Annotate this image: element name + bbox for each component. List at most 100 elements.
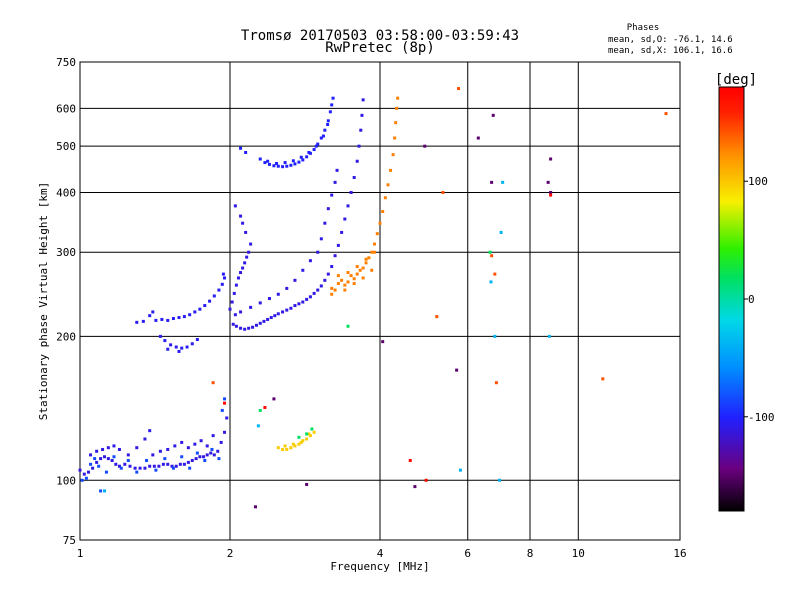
data-point	[346, 280, 350, 284]
data-point	[163, 457, 167, 461]
data-point	[494, 381, 498, 385]
data-point	[258, 408, 262, 412]
data-point	[152, 464, 156, 468]
data-point	[276, 292, 280, 296]
data-point	[307, 432, 311, 436]
data-point	[383, 196, 387, 200]
data-point	[135, 470, 139, 474]
data-point	[230, 300, 234, 304]
data-point	[267, 297, 271, 301]
data-point	[601, 377, 605, 381]
data-point	[326, 119, 330, 123]
data-point	[389, 168, 393, 172]
colorbar	[718, 86, 745, 512]
x-tick-label: 1	[77, 547, 84, 560]
y-tick-label: 750	[56, 56, 76, 69]
data-point	[190, 342, 194, 346]
colorbar-tick-label: -100	[748, 411, 775, 424]
chart-title: Tromsø 20170503 03:58:00-03:59:43	[241, 28, 519, 44]
data-point	[84, 476, 88, 480]
data-point	[225, 416, 229, 420]
data-point	[305, 432, 309, 436]
data-point	[355, 272, 359, 276]
data-point	[305, 437, 309, 441]
data-point	[336, 282, 340, 286]
data-point	[143, 437, 147, 441]
data-point	[316, 250, 320, 254]
data-point	[349, 274, 353, 278]
data-point	[301, 158, 305, 162]
data-point	[203, 458, 207, 462]
data-point	[352, 277, 356, 281]
data-point	[547, 334, 551, 338]
data-point	[359, 128, 363, 132]
data-point	[349, 190, 353, 194]
data-point	[289, 163, 293, 167]
data-point	[95, 449, 99, 453]
data-point	[251, 325, 255, 329]
data-point	[89, 462, 93, 466]
data-point	[217, 288, 221, 292]
data-point	[241, 266, 245, 270]
data-point	[489, 280, 493, 284]
data-point	[263, 161, 267, 165]
data-point	[205, 453, 209, 457]
data-point	[355, 159, 359, 163]
data-point	[254, 323, 258, 327]
data-point	[441, 190, 445, 194]
data-point	[99, 489, 103, 493]
data-point	[101, 447, 105, 451]
data-point	[106, 446, 110, 450]
stats-line-x: mean, sd,X: 106.1, 16.6	[608, 46, 733, 56]
data-point	[281, 165, 285, 169]
data-point	[188, 313, 192, 317]
data-point	[285, 308, 289, 312]
data-point	[126, 453, 130, 457]
data-point	[490, 180, 494, 184]
data-point	[151, 310, 155, 314]
data-point	[424, 478, 428, 482]
y-tick-labels: 75 100 200 300 400 500 600 750	[56, 56, 76, 547]
data-point	[198, 307, 202, 311]
data-point	[243, 327, 247, 331]
data-point	[491, 113, 495, 117]
data-point	[343, 217, 347, 221]
data-point	[499, 230, 503, 234]
data-point	[330, 292, 334, 296]
data-point	[126, 458, 130, 462]
data-point	[205, 444, 209, 448]
data-point	[234, 324, 238, 328]
data-point	[233, 313, 237, 317]
data-point	[212, 453, 216, 457]
data-point	[161, 462, 165, 466]
data-point	[211, 381, 215, 385]
data-point	[190, 458, 194, 462]
data-point	[297, 302, 301, 306]
y-tick-label: 500	[56, 140, 76, 153]
data-point	[199, 439, 203, 443]
data-point	[364, 261, 368, 265]
data-point	[223, 397, 227, 401]
data-point	[203, 304, 207, 308]
data-point	[269, 316, 273, 320]
data-point	[381, 210, 385, 214]
data-point	[171, 466, 175, 470]
data-point	[357, 144, 361, 148]
data-point	[352, 175, 356, 179]
data-point	[283, 444, 287, 448]
stats-line-o: mean, sd,O: -76.1, 14.6	[608, 35, 733, 45]
data-point	[166, 462, 170, 466]
data-point	[336, 243, 340, 247]
data-point	[166, 347, 170, 351]
data-point	[361, 266, 365, 270]
data-point	[289, 306, 293, 310]
data-point	[135, 446, 139, 450]
data-point	[321, 134, 325, 138]
data-point	[361, 98, 365, 102]
data-point	[319, 237, 323, 241]
data-point	[413, 485, 417, 489]
data-point	[323, 221, 327, 225]
data-point	[258, 321, 262, 325]
data-point	[145, 458, 149, 462]
data-point	[285, 164, 289, 168]
